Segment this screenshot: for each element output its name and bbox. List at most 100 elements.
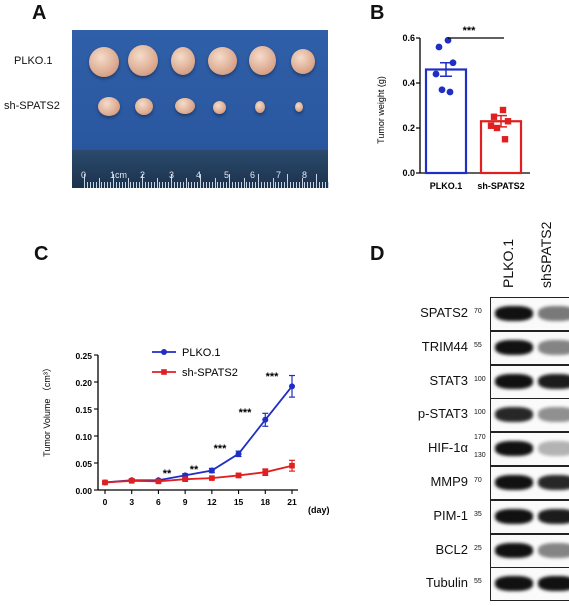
c-x-tick: 18 [261,497,271,507]
ruler-tick [113,174,114,188]
data-point [182,476,188,482]
data-point [504,118,512,125]
data-point [446,88,454,96]
blot-band [538,407,569,423]
tumor-plko-6 [291,49,315,74]
ruler-tick [260,182,262,188]
ruler-label: 2 [140,170,146,180]
tumor-sh-6 [295,102,303,112]
blot-image [490,398,569,433]
ruler-tick [136,182,138,188]
blot-band [495,306,533,321]
c-y-tick: 0.15 [75,405,92,415]
ruler-label: 1cm [110,170,128,180]
ruler-tick [272,178,274,188]
data-point [235,450,242,457]
blot-band [495,339,533,355]
ruler-tick [188,182,190,188]
data-point [289,383,295,390]
tumor-sh-5 [255,101,265,113]
data-point [209,475,215,481]
ruler-tick [295,182,297,188]
ruler-tick [324,182,326,188]
c-x-tick: 9 [183,497,188,507]
ruler-tick [269,182,271,188]
ruler-tick [197,182,199,188]
ruler-tick [179,182,181,188]
ruler-tick [142,174,143,188]
ruler-tick [284,182,286,188]
ruler-tick [168,182,170,188]
c-x-tick: 15 [234,497,244,507]
data-point [262,469,269,475]
data-point [490,113,498,120]
ruler-tick [104,182,106,188]
ruler-tick [86,182,88,188]
ruler-tick [246,182,248,188]
ruler-tick [150,182,152,188]
ruler-tick [240,182,242,188]
ruler-tick [258,174,259,188]
mw-marker: 170 [474,434,486,442]
ruler-tick [115,182,117,188]
ruler-tick [165,182,167,188]
data-point [449,59,457,67]
b-y-axis-label: Tumor weight (g) [376,76,386,144]
c-y-tick: 0.05 [75,459,92,469]
ruler-tick [263,182,265,188]
blot-label: p-STAT3 [417,406,468,422]
ruler-tick [110,182,112,188]
data-point [208,467,215,474]
ruler-label: 4 [196,170,202,180]
blot-label: STAT3 [429,372,468,388]
blot-label: BCL2 [435,541,468,557]
blot-image [490,466,569,500]
c-x-unit: (day) [308,505,330,515]
legend-label-sh-spats2: sh-SPATS2 [182,367,238,379]
ruler-tick [220,182,222,188]
b-y-tick: 0.2 [402,123,415,133]
ruler-tick [252,182,254,188]
data-point [155,478,162,485]
ruler-tick [316,174,317,188]
c-sig: *** [214,443,228,455]
blot-band [495,576,533,592]
blot-label: TRIM44 [421,338,468,354]
c-sig: *** [239,407,253,419]
ruler-tick [194,182,196,188]
blot-band [495,542,533,558]
ruler-tick [84,174,85,188]
tumor-plko-1 [89,47,119,77]
ruler-tick [208,182,210,188]
ruler-tick [173,182,175,188]
data-point [493,124,501,132]
ruler-tick [226,182,228,188]
ruler-tick [231,182,233,188]
blot-image [490,297,569,331]
ruler-tick [292,182,294,188]
data-point [102,479,108,486]
mw-marker: 100 [474,409,486,417]
tumor-photo: 0 1cm 2 3 4 5 6 7 8 [72,30,329,188]
ruler-tick [101,182,103,188]
tumor-plko-3 [171,47,195,75]
ruler-tick [229,174,230,188]
ruler-tick [321,182,323,188]
ruler-tick [202,182,204,188]
c-x-tick: 0 [103,497,108,507]
tumor-plko-2 [128,45,158,76]
ruler-tick [176,182,178,188]
data-point [262,416,269,423]
c-y-tick: 0.00 [75,486,92,496]
data-point [499,106,507,114]
blot-label: Tubulin [425,575,468,591]
c-y-tick: 0.10 [75,432,92,442]
ruler-tick [301,178,303,188]
ruler-tick [255,182,257,188]
b-y-tick: 0.4 [402,78,415,88]
blot-band [495,373,533,389]
blot-band [538,339,569,355]
ruler-tick [162,182,164,188]
ruler-tick [171,174,172,188]
ruler-tick [278,182,280,188]
